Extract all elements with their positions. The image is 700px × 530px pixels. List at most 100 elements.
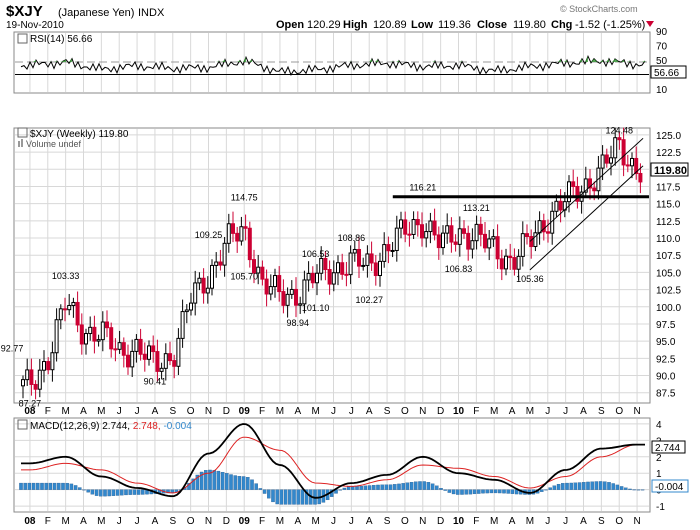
- macd-histogram-bar: [372, 485, 376, 490]
- macd-histogram-bar: [271, 489, 275, 503]
- time-tick-label: J: [117, 516, 122, 527]
- time-tick-label: F: [473, 406, 479, 417]
- macd-current-box: [651, 440, 686, 454]
- rsi-overbought-fill: [621, 59, 624, 62]
- macd-histogram-bar: [258, 488, 263, 490]
- price-annotation: 106.83: [445, 264, 473, 274]
- macd-hist-value: -0.004: [163, 421, 192, 432]
- candle-body: [176, 337, 181, 367]
- macd-histogram-bar: [212, 470, 216, 490]
- price-tick-label: 117.5: [656, 182, 681, 193]
- rsi-series-layer: [15, 54, 649, 76]
- channel-lower-line: [529, 165, 644, 271]
- time-tick-label: J: [563, 406, 568, 417]
- time-tick-label: D: [223, 406, 230, 417]
- price-settings-icon[interactable]: [17, 127, 28, 138]
- rsi-tick-label: 90: [656, 27, 668, 38]
- macd-histogram-bar: [250, 479, 254, 490]
- time-tick-label: M: [490, 516, 498, 527]
- macd-histogram-bar: [628, 488, 632, 490]
- macd-histogram-bar: [607, 482, 611, 490]
- time-tick-label: M: [61, 406, 69, 417]
- time-tick-label: A: [580, 516, 587, 527]
- volume-icon: [18, 141, 20, 147]
- price-annotation: 102.27: [355, 295, 383, 305]
- candle-body: [604, 154, 609, 164]
- candle-body: [117, 342, 122, 350]
- time-tick-label: F: [259, 406, 265, 417]
- candle-body: [344, 273, 349, 276]
- candle-body: [25, 369, 30, 381]
- price-tick-label: 92.5: [656, 354, 676, 365]
- macd-histogram-bar: [401, 483, 405, 490]
- macd-histogram-bar: [619, 486, 624, 490]
- macd-histogram-bar: [52, 482, 57, 490]
- candle-body: [592, 187, 597, 192]
- macd-axis: 43210-1: [656, 420, 665, 513]
- macd-signal-line: [21, 436, 645, 494]
- macd-histogram-bar: [468, 489, 473, 495]
- macd-histogram-bar: [493, 489, 498, 494]
- rsi-overbought-fill: [627, 61, 630, 62]
- price-annotation: 124.48: [605, 125, 633, 135]
- macd-histogram-bar: [220, 471, 225, 490]
- macd-histogram-bar: [275, 489, 279, 505]
- candle-body: [499, 258, 504, 270]
- time-tick-label: M: [526, 516, 534, 527]
- candle-body: [340, 262, 345, 275]
- macd-histogram-bar: [544, 489, 548, 491]
- macd-histogram-bar: [115, 489, 120, 496]
- chart-header: $XJY (Japanese Yen) INDX 19-Nov-2010 © S…: [6, 3, 654, 31]
- price-tick-label: 100.0: [656, 303, 681, 314]
- time-tick-label: M: [97, 516, 105, 527]
- time-tick-label: M: [490, 406, 498, 417]
- candle-body: [214, 261, 219, 266]
- rsi-settings-icon[interactable]: [17, 33, 28, 44]
- macd-value: 2.744: [102, 421, 127, 432]
- macd-histogram-bar: [27, 482, 32, 490]
- rsi-panel-frame: [13, 31, 651, 94]
- macd-histogram-bar: [388, 484, 393, 490]
- rsi-overbought-fill: [375, 59, 378, 62]
- macd-histogram-bar: [359, 485, 363, 490]
- time-tick-label: D: [223, 516, 230, 527]
- time-tick-label: A: [80, 516, 87, 527]
- rsi-overbought-fill: [69, 58, 72, 62]
- candle-body: [546, 231, 550, 234]
- candle-body: [415, 219, 420, 226]
- time-tick-label: J: [331, 406, 336, 417]
- rsi-tick-label: 70: [656, 42, 668, 53]
- grid-layer: [15, 33, 649, 511]
- candle-body: [29, 369, 34, 385]
- time-tick-label: N: [419, 516, 426, 527]
- candle-body: [252, 259, 256, 274]
- macd-histogram-bar: [237, 476, 242, 490]
- macd-hist-current: -0.004: [655, 482, 684, 493]
- rsi-current-box: [650, 65, 687, 79]
- price-annotation: 105.36: [516, 274, 544, 284]
- price-panel-frame: [13, 127, 651, 404]
- candle-body: [399, 219, 403, 229]
- time-tick-label: O: [615, 406, 623, 417]
- time-tick-label: J: [545, 516, 550, 527]
- rsi-overbought-fill: [60, 61, 63, 62]
- time-tick-label: N: [205, 516, 212, 527]
- price-tick-label: 95.0: [656, 337, 676, 348]
- chg-value: -1.52 (-1.25%): [575, 19, 645, 31]
- candle-body: [571, 181, 576, 187]
- candle-body: [625, 164, 630, 167]
- macd-histogram-bar: [40, 482, 44, 490]
- candle-body: [638, 173, 643, 183]
- macd-histogram-bar: [342, 487, 347, 490]
- rsi-overbought-fill: [585, 56, 588, 62]
- macd-histogram-bar: [611, 483, 615, 490]
- macd-histogram-bar: [460, 489, 464, 495]
- rsi-label: RSI(14) 56.66: [30, 34, 93, 45]
- candle-body: [226, 223, 231, 244]
- candle-body: [609, 157, 613, 164]
- time-tick-label: N: [205, 406, 212, 417]
- price-annotation: 87.27: [19, 398, 42, 408]
- candle-body: [390, 249, 395, 252]
- macd-histogram-bar: [393, 484, 397, 490]
- macd-settings-icon[interactable]: [17, 419, 28, 430]
